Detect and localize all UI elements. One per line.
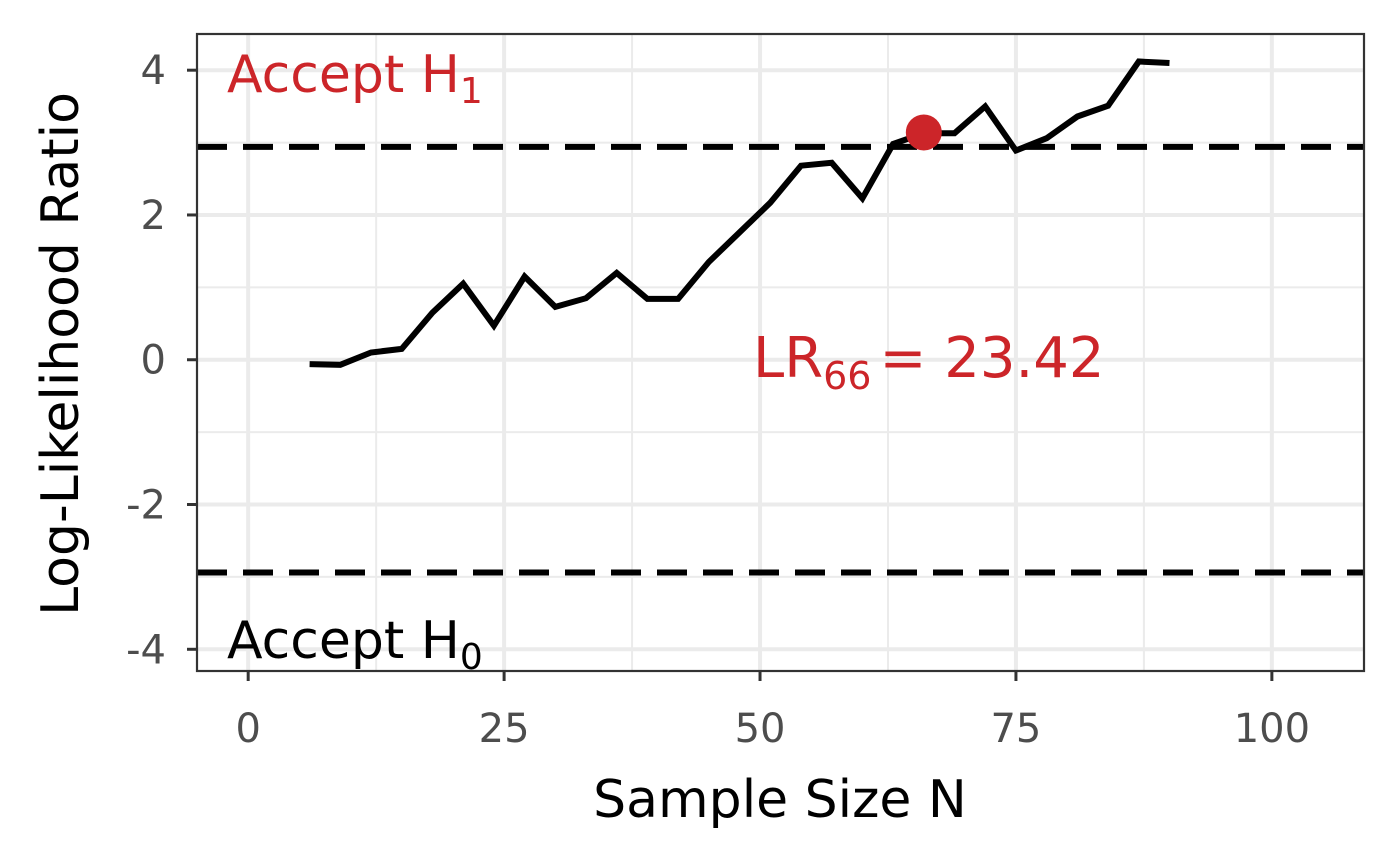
accept-h0-annotation: Accept H0 xyxy=(227,611,483,678)
lr-annotation: LR66 = 23.42 xyxy=(753,326,1105,398)
x-tick-label: 100 xyxy=(1234,706,1310,752)
minor-gridlines xyxy=(197,34,1364,671)
x-axis-ticks: 0 25 50 75 100 xyxy=(235,671,1310,752)
accept-h1-annotation: Accept H1 xyxy=(227,45,483,112)
accept-h0-subscript: 0 xyxy=(460,637,483,678)
y-axis-label: Log-Likelihood Ratio xyxy=(31,92,91,616)
highlight-point xyxy=(905,114,942,151)
y-tick-label: 0 xyxy=(141,338,166,384)
accept-h1-subscript: 1 xyxy=(460,71,483,112)
x-axis-label: Sample Size N xyxy=(593,770,967,830)
threshold-lines xyxy=(197,143,1364,576)
highlight-points xyxy=(905,114,942,151)
y-axis-ticks: -4 -2 0 2 4 xyxy=(126,48,197,673)
x-tick-label: 75 xyxy=(990,706,1041,752)
accept-h1-text: Accept H xyxy=(227,45,460,105)
panel-border xyxy=(195,32,1366,673)
major-gridlines xyxy=(197,34,1364,671)
lr-value: = 23.42 xyxy=(879,326,1104,391)
accept-h0-text: Accept H xyxy=(227,611,460,671)
y-tick-label: 4 xyxy=(141,48,166,94)
lr-text: LR xyxy=(753,326,823,391)
x-tick-label: 50 xyxy=(735,706,786,752)
x-tick-label: 0 xyxy=(235,706,260,752)
y-tick-label: -2 xyxy=(126,483,166,529)
y-tick-label: -4 xyxy=(126,627,166,673)
series-line xyxy=(309,58,1170,368)
x-tick-label: 25 xyxy=(479,706,530,752)
series-lines xyxy=(309,58,1170,368)
y-tick-label: 2 xyxy=(141,193,166,239)
lr-subscript: 66 xyxy=(823,354,871,398)
